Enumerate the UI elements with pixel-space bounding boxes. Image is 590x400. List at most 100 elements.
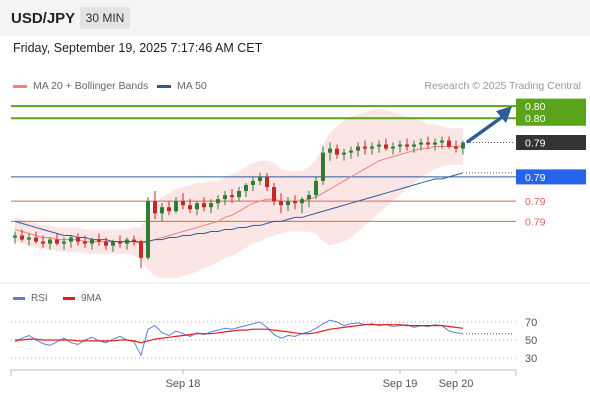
ma50-line bbox=[14, 172, 464, 243]
candle-body bbox=[209, 203, 213, 208]
support-1-line-label: 0.79 bbox=[525, 196, 546, 208]
pivot-line-label: 0.79 bbox=[525, 172, 546, 184]
candle-body bbox=[300, 199, 304, 204]
resistance-2-line-label-box bbox=[516, 98, 586, 114]
candle-body bbox=[363, 146, 367, 149]
current-price-label-box bbox=[516, 135, 586, 151]
candle-body bbox=[111, 241, 115, 246]
legend-ma20-label: MA 20 + Bollinger Bands bbox=[33, 80, 149, 92]
rsi-line bbox=[14, 319, 464, 357]
x-axis-label: Sep 19 bbox=[383, 378, 418, 390]
candle-body bbox=[146, 201, 150, 258]
candle-body bbox=[244, 184, 248, 192]
candle-body bbox=[62, 241, 66, 244]
candle-body bbox=[335, 148, 339, 155]
candle-body bbox=[160, 207, 164, 214]
candle-body bbox=[34, 237, 38, 242]
candle-body bbox=[195, 203, 199, 210]
interval-button[interactable]: 30 MIN bbox=[80, 7, 130, 29]
x-axis-label: Sep 18 bbox=[166, 378, 201, 390]
candle-body bbox=[265, 176, 269, 187]
candle-body bbox=[55, 239, 59, 244]
candle-body bbox=[223, 195, 227, 200]
candle-body bbox=[447, 140, 451, 147]
candle-body bbox=[412, 144, 416, 147]
candle-body bbox=[20, 235, 24, 240]
candle-body bbox=[293, 201, 297, 204]
candle-body bbox=[426, 142, 430, 145]
rsi-swatch bbox=[13, 297, 25, 300]
candle-body bbox=[405, 144, 409, 147]
candle-body bbox=[41, 241, 45, 244]
timestamp: Friday, September 19, 2025 7:17:46 AM CE… bbox=[13, 41, 263, 55]
candle-body bbox=[391, 146, 395, 149]
candle-body bbox=[342, 152, 346, 155]
candle-body bbox=[461, 142, 465, 149]
candle-body bbox=[153, 201, 157, 214]
candle-body bbox=[398, 144, 402, 147]
symbol-title: USD/JPY bbox=[11, 10, 76, 27]
legend-rsi-label: RSI bbox=[31, 293, 48, 304]
candle-body bbox=[97, 239, 101, 242]
candle-body bbox=[90, 239, 94, 244]
ma9-swatch bbox=[63, 297, 75, 300]
candle-body bbox=[328, 148, 332, 153]
candle-body bbox=[384, 144, 388, 149]
candle-body bbox=[279, 201, 283, 206]
candle-body bbox=[454, 146, 458, 149]
resistance-1-line-label-box bbox=[516, 110, 586, 126]
candle-body bbox=[139, 241, 143, 258]
legend-ma20: MA 20 + Bollinger Bands bbox=[13, 80, 148, 92]
ma20-swatch bbox=[13, 84, 27, 88]
candle-body bbox=[230, 195, 234, 198]
candle-body bbox=[118, 241, 122, 244]
projection-arrowhead bbox=[496, 106, 512, 124]
candle-body bbox=[237, 191, 241, 198]
candle-body bbox=[433, 142, 437, 145]
ma50-swatch bbox=[157, 84, 171, 88]
candle-body bbox=[69, 237, 73, 242]
candle-body bbox=[216, 199, 220, 204]
candle-body bbox=[76, 237, 80, 242]
legend-ma50-label: MA 50 bbox=[177, 80, 207, 92]
candle-body bbox=[48, 239, 52, 244]
candle-body bbox=[377, 144, 381, 147]
candle-body bbox=[286, 201, 290, 206]
ma20-line bbox=[14, 146, 463, 245]
rsi-axis-label: 30 bbox=[525, 353, 537, 365]
candle-body bbox=[125, 239, 129, 244]
rsi-axis-label: 70 bbox=[525, 317, 537, 329]
candle-body bbox=[202, 203, 206, 208]
current-price-label: 0.79 bbox=[525, 138, 546, 150]
candle-body bbox=[181, 201, 185, 206]
candle-body bbox=[188, 205, 192, 210]
candle-body bbox=[132, 239, 136, 242]
candle-body bbox=[356, 146, 360, 151]
candle-body bbox=[314, 180, 318, 196]
candle-body bbox=[370, 146, 374, 149]
candle-body bbox=[307, 195, 311, 200]
x-axis-label: Sep 20 bbox=[439, 378, 474, 390]
resistance-2-line-label: 0.80 bbox=[525, 101, 546, 113]
candle-body bbox=[27, 237, 31, 240]
projection-arrow-shaft bbox=[466, 115, 504, 144]
rsi-ma9-line bbox=[15, 324, 464, 344]
legend-ma9: 9MA bbox=[63, 293, 102, 304]
candle-body bbox=[167, 207, 171, 212]
candle-body bbox=[174, 201, 178, 212]
candle-body bbox=[349, 150, 353, 153]
candle-body bbox=[258, 176, 262, 181]
candle-body bbox=[251, 180, 255, 185]
legend-ma50: MA 50 bbox=[157, 80, 207, 92]
credit-text: Research © 2025 Trading Central bbox=[424, 80, 581, 92]
candle-body bbox=[13, 235, 17, 238]
candle-body bbox=[321, 152, 325, 181]
legend-rsi: RSI bbox=[13, 293, 48, 304]
legend-ma9-label: 9MA bbox=[81, 293, 102, 304]
candle-body bbox=[440, 140, 444, 143]
pivot-line-label-box bbox=[516, 169, 586, 185]
candle-body bbox=[104, 241, 108, 246]
candle-body bbox=[419, 142, 423, 145]
candle-body bbox=[272, 187, 276, 202]
